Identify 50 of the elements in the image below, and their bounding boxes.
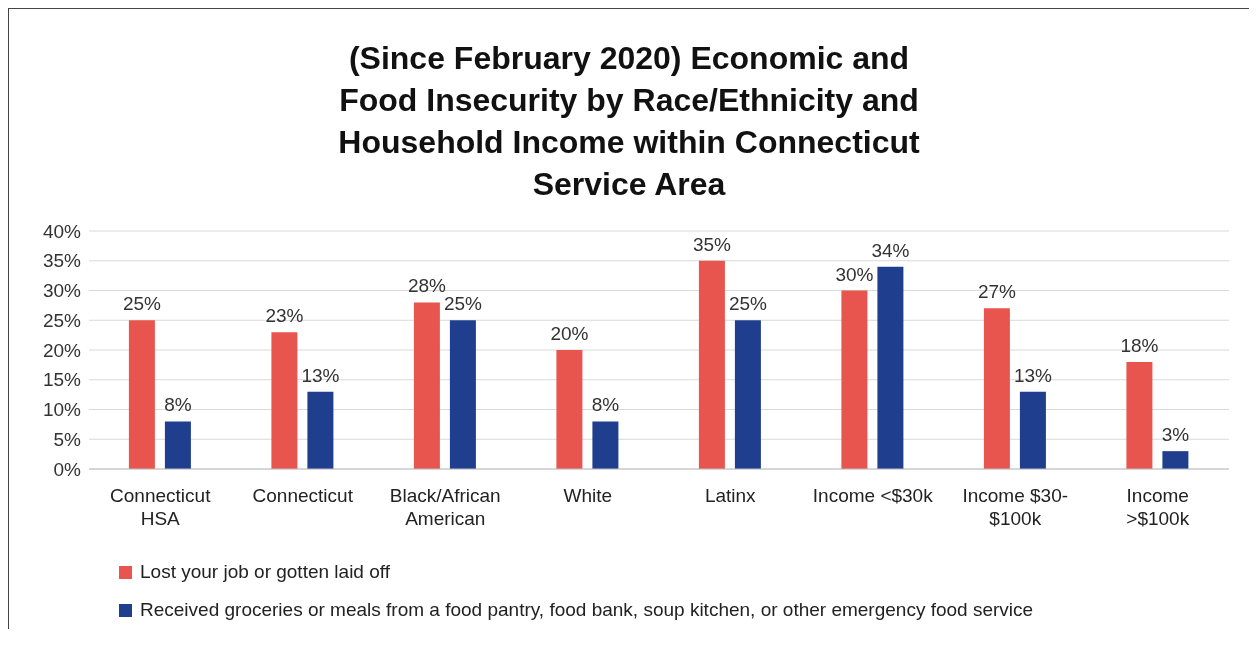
y-tick-label: 10% <box>42 399 82 421</box>
bar <box>841 290 868 469</box>
y-tick-label: 15% <box>42 369 82 391</box>
chart-title: (Since February 2020) Economic and Food Insecurity by Race/Ethnicity and Household Income within Connecticut Service Area <box>337 39 921 204</box>
x-tick-label: Black/African American <box>389 485 501 529</box>
x-tick-label: Income $30-$100k <box>962 485 1069 529</box>
data-label: 8% <box>591 394 620 416</box>
x-tick-label: Connecticut HSA <box>110 485 212 529</box>
bar <box>128 320 155 469</box>
data-label: 18% <box>1120 334 1159 356</box>
bar <box>734 320 761 469</box>
data-label: 34% <box>871 239 910 261</box>
y-tick-label: 40% <box>42 220 82 242</box>
legend-label: Received groceries or meals from a food pantry, food bank, soup kitchen, or other emergency food service <box>140 599 1034 621</box>
bar <box>877 266 904 469</box>
y-tick-label: 30% <box>42 280 82 302</box>
bar <box>164 421 191 469</box>
data-label: 20% <box>550 323 589 344</box>
data-label: 25% <box>728 293 768 315</box>
data-label: 30% <box>835 263 874 285</box>
data-label: 27% <box>977 281 1017 303</box>
data-label: 13% <box>1013 364 1053 386</box>
data-label: 25% <box>122 293 162 315</box>
bar <box>1126 361 1153 469</box>
y-tick-label: 5% <box>53 428 82 450</box>
legend-label: Lost your job or gotten laid off <box>140 561 390 583</box>
bar <box>449 320 476 469</box>
x-tick-label: Latinx <box>704 485 757 507</box>
x-tick-label: Connecticut <box>252 485 354 507</box>
bar <box>1019 391 1046 469</box>
bar <box>592 421 619 469</box>
data-label: 23% <box>265 305 304 327</box>
y-tick-label: 25% <box>42 309 82 331</box>
data-label: 35% <box>692 233 732 255</box>
bar <box>1162 451 1189 469</box>
y-tick-label: 0% <box>53 458 82 480</box>
data-label: 3% <box>1161 424 1190 446</box>
bar <box>271 332 298 469</box>
data-label: 13% <box>301 364 340 386</box>
bar <box>307 391 334 469</box>
bar <box>983 308 1010 469</box>
data-label: 8% <box>164 394 192 416</box>
bar <box>556 350 583 469</box>
y-tick-label: 20% <box>42 339 82 361</box>
bar <box>413 302 440 469</box>
y-tick-label: 35% <box>42 250 82 272</box>
x-tick-label: White <box>563 485 613 507</box>
x-tick-label: Income <$30k <box>812 485 934 507</box>
bar <box>698 260 725 469</box>
x-tick-label: Income >$100k <box>1126 485 1190 529</box>
